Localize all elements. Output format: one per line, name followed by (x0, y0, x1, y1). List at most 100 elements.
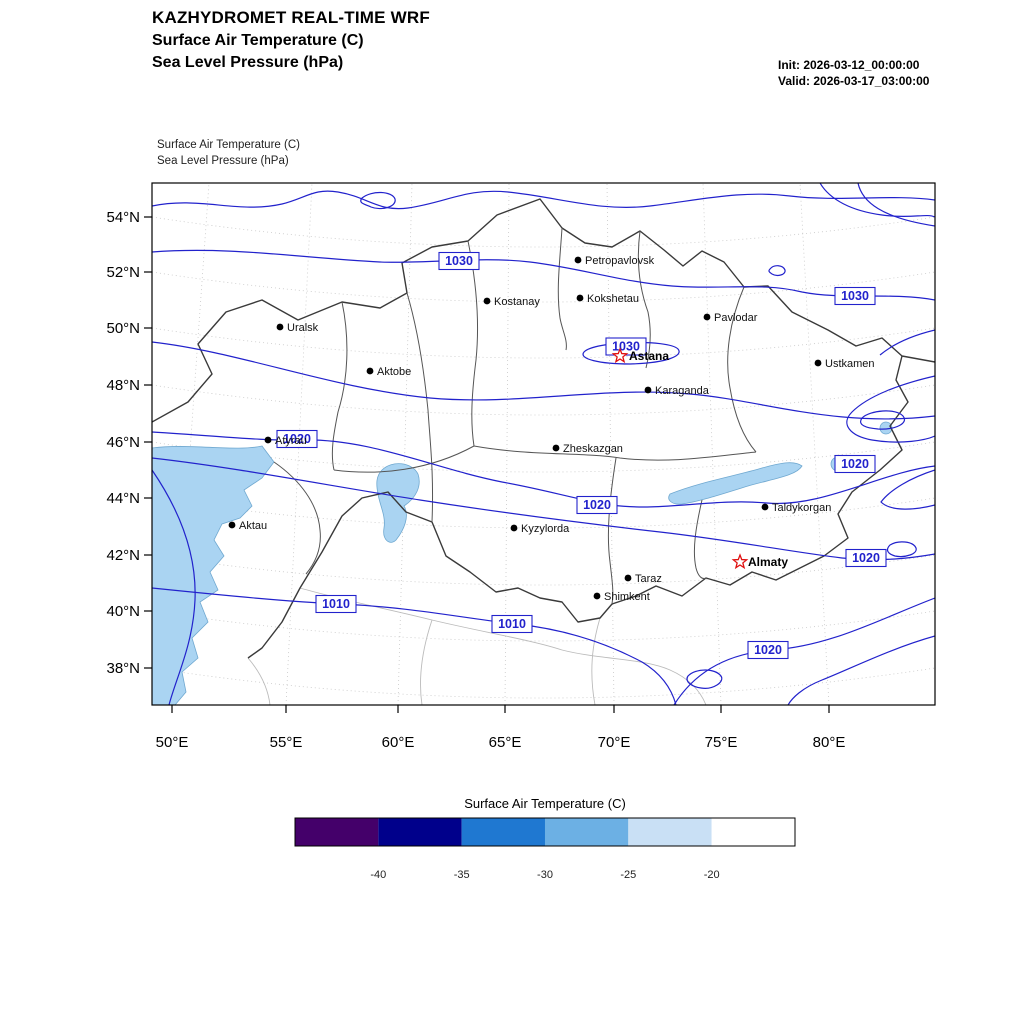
colorbar-segment (378, 818, 462, 846)
city-label: Atyrau (275, 435, 307, 447)
lat-label: 44°N (106, 490, 140, 507)
capital-label: Almaty (748, 555, 788, 569)
map-frame (151, 182, 936, 706)
city-marker (552, 444, 560, 452)
pressure-label-text: 1010 (322, 597, 350, 611)
lon-label: 80°E (813, 734, 846, 751)
pressure-label-box (438, 251, 480, 271)
lon-label: 65°E (489, 734, 522, 751)
colorbar-outline (294, 817, 796, 847)
init-time: Init: 2026-03-12_00:00:00 (778, 58, 920, 72)
pressure-label-box (491, 614, 533, 634)
lon-label: 55°E (270, 734, 303, 751)
city-marker (624, 574, 632, 582)
lat-label: 42°N (106, 547, 140, 564)
pressure-label-box (845, 548, 887, 568)
city: Ustkamen (814, 358, 875, 370)
lat-label: 38°N (106, 660, 140, 677)
lon-label: 70°E (598, 734, 631, 751)
city-marker (576, 294, 584, 302)
colorbar-segment (628, 818, 712, 846)
pressure-label-text: 1020 (852, 551, 880, 565)
city-marker (483, 297, 491, 305)
city-label: Zheskazgan (563, 443, 623, 455)
pressure-label-box (834, 454, 876, 474)
graticule-grid (152, 183, 935, 705)
pressure-label-text: 1010 (498, 617, 526, 631)
pressure-label: 1020 (747, 640, 789, 660)
city: Karaganda (644, 385, 710, 397)
city-marker (228, 521, 236, 529)
lake-balkhash (668, 462, 803, 505)
city-label: Kokshetau (587, 293, 639, 305)
pressure-label-box (747, 640, 789, 660)
valid-time: Valid: 2026-03-17_03:00:00 (778, 74, 930, 88)
longitude-axis: 50°E 55°E 60°E 65°E 70°E 75°E 80°E (156, 705, 846, 751)
colorbar-tick: -40 (370, 869, 386, 881)
city-label: Karaganda (655, 385, 710, 397)
pressure-label-text: 1020 (754, 643, 782, 657)
city: Zheskazgan (552, 443, 623, 455)
map-inset-label-temperature: Surface Air Temperature (C) (157, 139, 300, 151)
city-label: Aktobe (377, 366, 411, 378)
astana-star-icon (611, 347, 629, 364)
city-label: Taraz (635, 573, 662, 585)
pressure-label: 1020 (834, 454, 876, 474)
almaty-star-icon (731, 553, 749, 570)
city-label: Taldykorgan (772, 502, 831, 514)
city-marker (574, 256, 582, 264)
pressure-label: 1030 (605, 337, 647, 356)
colorbar-title: Surface Air Temperature (C) (464, 796, 626, 811)
pressure-label: 1010 (315, 594, 357, 614)
capital: Astana (611, 347, 669, 364)
lon-label: 50°E (156, 734, 189, 751)
city-label: Ustkamen (825, 358, 875, 370)
city: Uralsk (276, 322, 319, 334)
colorbar-tick: -35 (454, 869, 470, 881)
colorbar-tick: -20 (704, 869, 720, 881)
capital-markers: Astana Almaty (611, 347, 788, 570)
lat-label: 54°N (106, 209, 140, 226)
city-marker (644, 386, 652, 394)
city: Kyzylorda (510, 523, 570, 535)
city-marker (264, 436, 272, 444)
pressure-label: 1030 (834, 286, 876, 306)
header: KAZHYDROMET REAL-TIME WRF Surface Air Te… (152, 8, 430, 72)
city-label: Uralsk (287, 322, 319, 334)
capital: Almaty (731, 553, 788, 570)
lat-label: 52°N (106, 264, 140, 281)
lat-label: 50°N (106, 320, 140, 337)
page-subtitle-pressure: Sea Level Pressure (hPa) (152, 54, 344, 71)
lat-label: 40°N (106, 603, 140, 620)
pressure-label: 1030 (438, 251, 480, 271)
lon-label: 75°E (705, 734, 738, 751)
city: Pavlodar (703, 312, 758, 324)
city-label: Aktau (239, 520, 267, 532)
lat-label: 46°N (106, 434, 140, 451)
colorbar-tick: -30 (537, 869, 553, 881)
city-label: Pavlodar (714, 312, 758, 324)
colorbar-tick: -25 (620, 869, 636, 881)
colorbar-segment (461, 818, 545, 846)
kazakhstan-border (152, 198, 935, 659)
city: Taraz (624, 573, 662, 585)
pressure-label-text: 1020 (283, 432, 311, 446)
colorbar: Surface Air Temperature (C) -40 -35 -30 … (294, 796, 796, 881)
city: Aktobe (366, 366, 411, 378)
city-markers: Petropavlovsk Kostanay Kokshetau Pavloda… (228, 255, 875, 603)
pressure-label: 1020 (576, 495, 618, 515)
oblast-borders (273, 227, 757, 605)
city: Kokshetau (576, 293, 639, 305)
water-bodies (152, 421, 893, 705)
pressure-label-box (315, 594, 357, 614)
city-marker (510, 524, 518, 532)
pressure-label: 1010 (491, 614, 533, 634)
city: Aktau (228, 520, 267, 532)
colorbar-segment (544, 818, 629, 846)
run-times: Init: 2026-03-12_00:00:00 Valid: 2026-03… (778, 57, 929, 89)
city-label: Kostanay (494, 296, 540, 308)
pressure-label: 1020 (845, 548, 887, 568)
pressure-label-box (576, 495, 618, 515)
pressure-label-text: 1030 (445, 254, 473, 268)
city: Petropavlovsk (574, 255, 655, 267)
